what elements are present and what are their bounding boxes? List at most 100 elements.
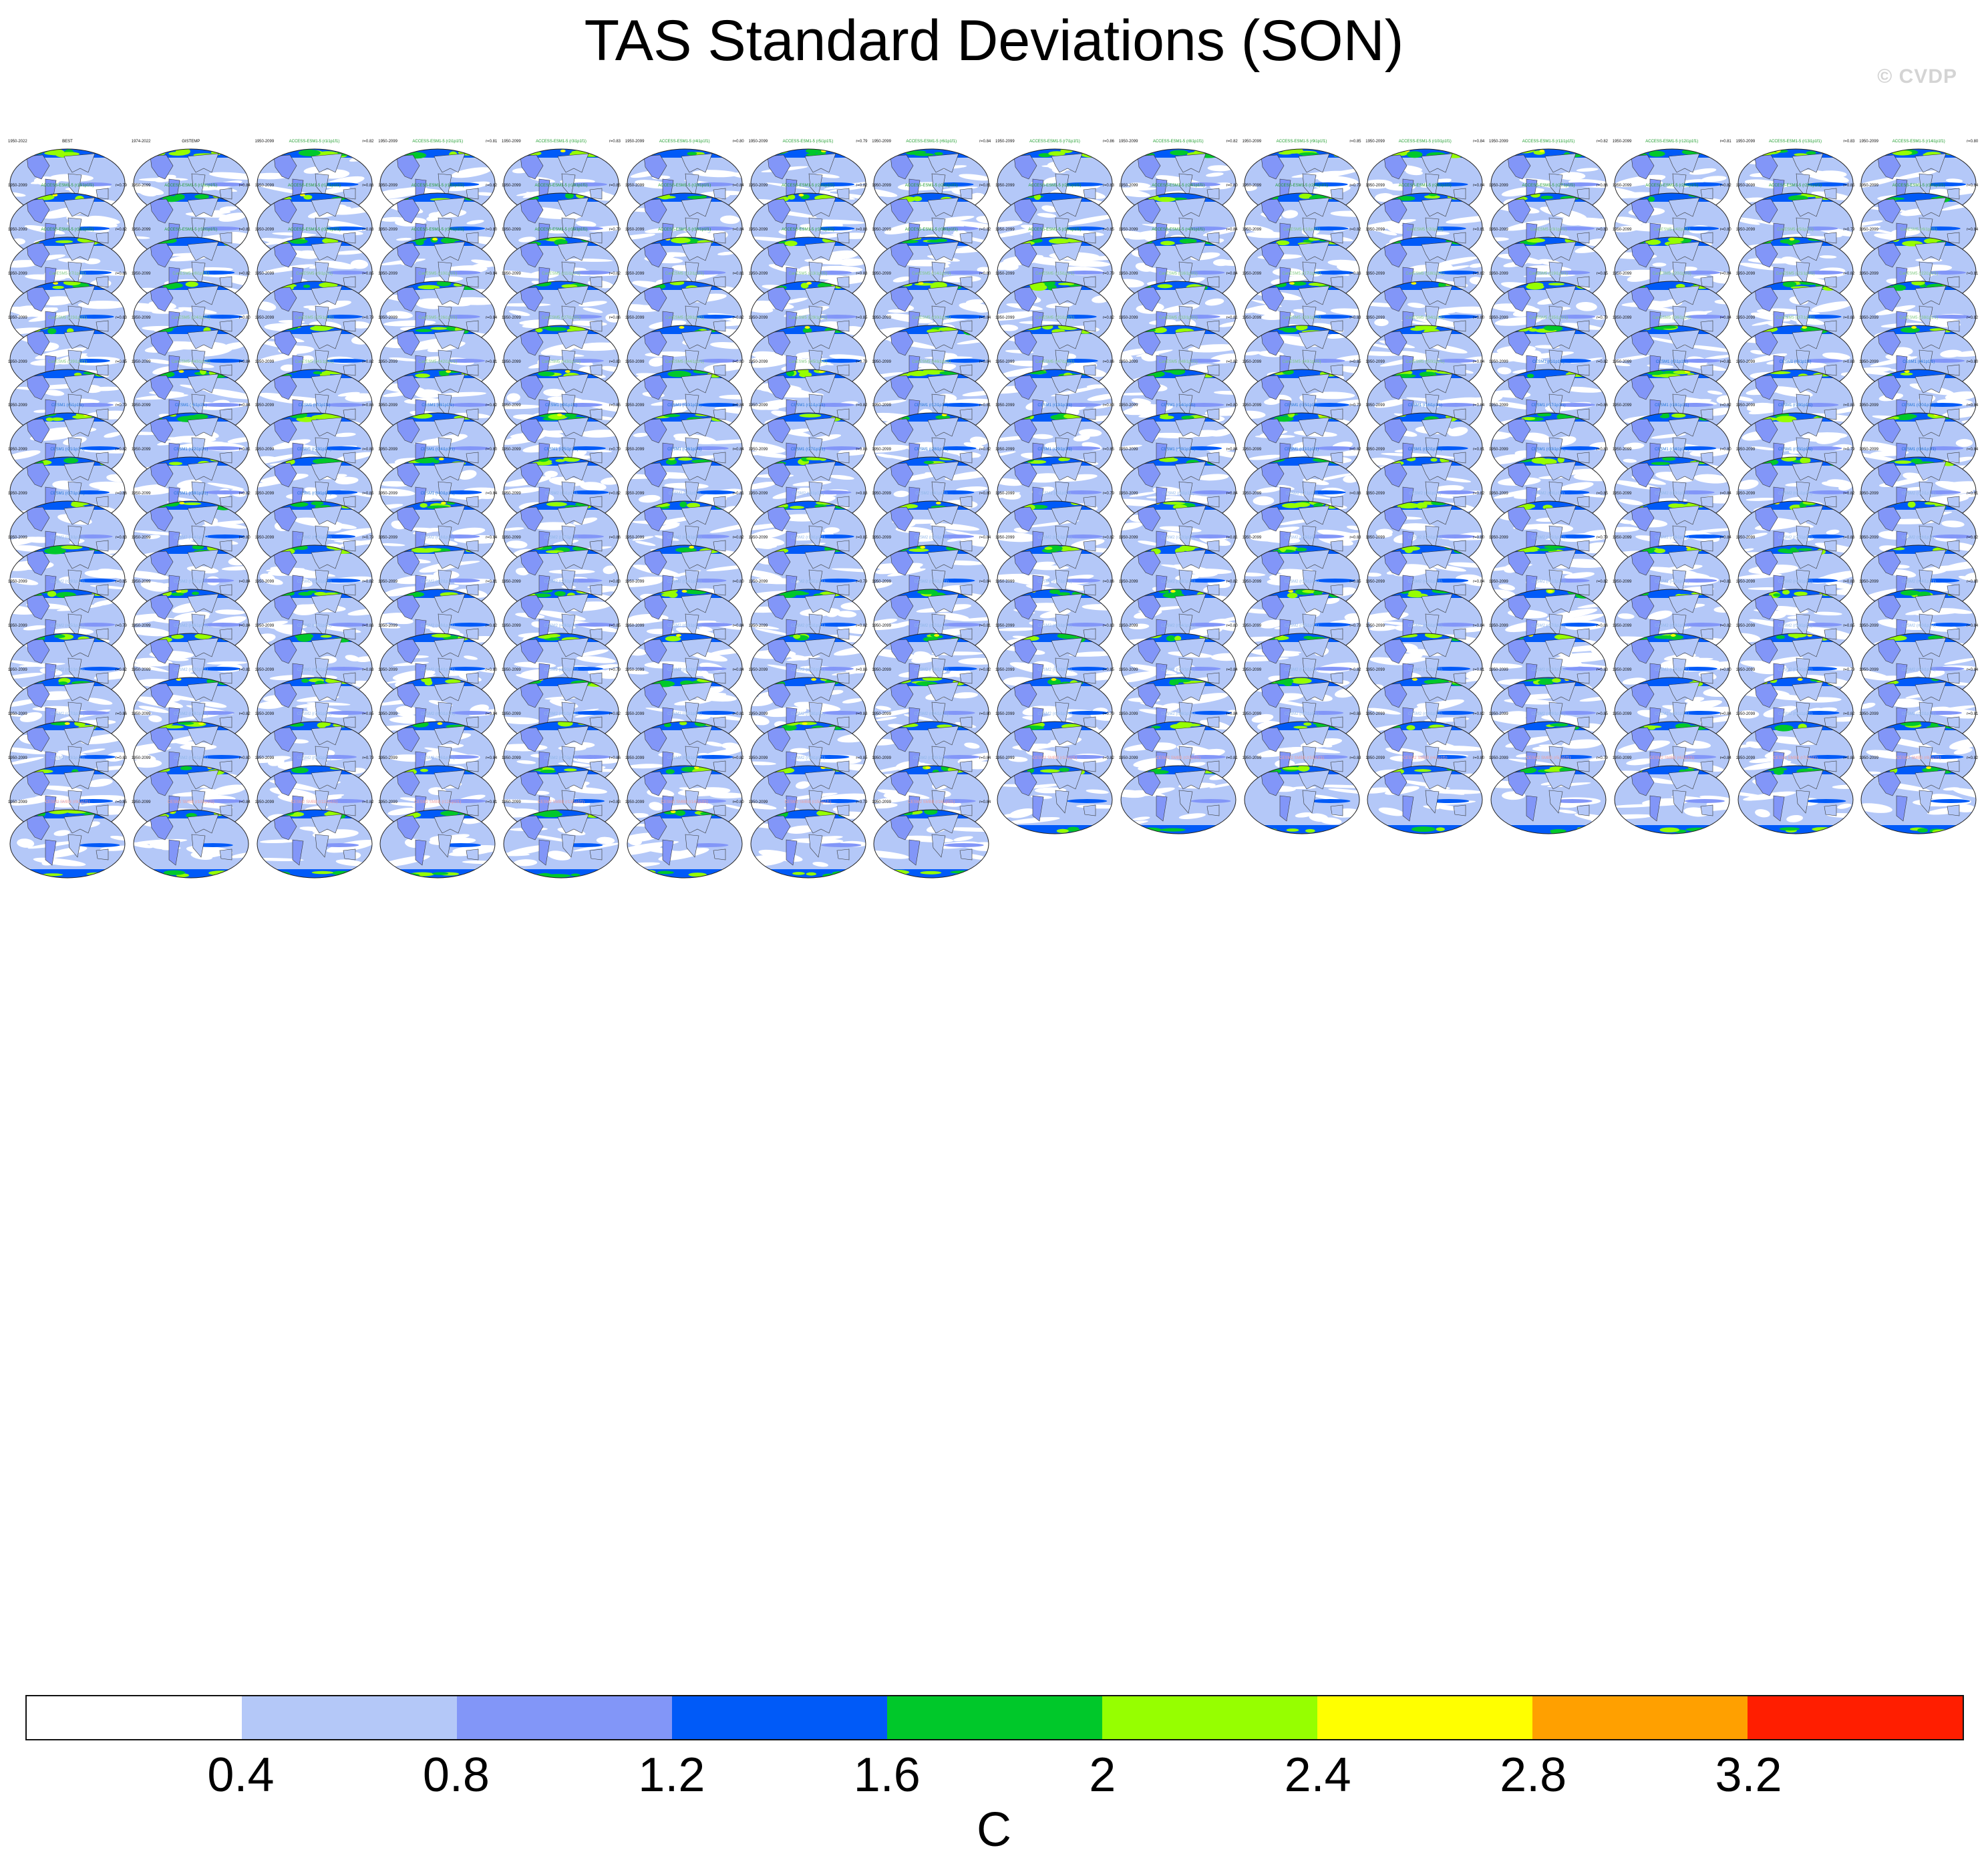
panel-title: ACCESS-ESM1-5 (r3i1p1f1) bbox=[536, 140, 587, 144]
panel-period: 1950-2099 bbox=[255, 448, 275, 452]
panel-title: CanESM5 (r40i1p1f1) bbox=[171, 359, 210, 364]
panel-title: ACCESS-ESM1-5 (r25i1p1f1) bbox=[1275, 183, 1329, 188]
map-panel: 1950-2099 CESM2 SMBB (r4i1p1f1) r=0.80 bbox=[1365, 756, 1484, 836]
panel-correlation: r=0.84 bbox=[238, 404, 251, 408]
panel-title: CanESM5 (r44i1p1f1) bbox=[665, 359, 704, 364]
panel-period: 1950-2099 bbox=[1118, 315, 1138, 320]
panel-title: CanESM5 (r50i1p1f1) bbox=[1405, 359, 1445, 364]
panel-period: 1950-2099 bbox=[1612, 227, 1632, 232]
colorbar-swatch-6 bbox=[1317, 1696, 1532, 1739]
panel-title: CanESM5 (r24i1p1f1) bbox=[171, 315, 210, 320]
panel-title: CESM1 (r27i1p1f1) bbox=[790, 448, 826, 452]
panel-title: CanESM5 (r42i1p1f1) bbox=[418, 359, 458, 364]
panel-correlation: r=0.83 bbox=[1843, 359, 1855, 364]
panel-period: 1950-2099 bbox=[1118, 359, 1138, 364]
panel-period: 1950-2099 bbox=[748, 227, 768, 232]
panel-period: 1950-2099 bbox=[1489, 404, 1508, 408]
panel-title: CESM2 (r6i1p1f1) bbox=[1162, 492, 1194, 496]
panel-title: CESM1 (r22i1p1f1) bbox=[174, 448, 208, 452]
panel-period: 1950-2099 bbox=[1118, 183, 1138, 188]
panel-period: 1950-2099 bbox=[625, 315, 645, 320]
panel-correlation: r=0.79 bbox=[856, 140, 868, 144]
panel-period: 1950-2099 bbox=[1859, 404, 1878, 408]
panel-title: CESM2 (r9i1p1f1) bbox=[1532, 492, 1565, 496]
panel-correlation: r=0.84 bbox=[486, 315, 498, 320]
panel-period: 1950-2099 bbox=[8, 315, 27, 320]
panel-title: CESM2 (r17i1p1f1) bbox=[544, 536, 578, 540]
panel-title: CESM1 (r10i1p1f1) bbox=[667, 404, 702, 408]
panel-correlation: r=0.82 bbox=[1843, 492, 1855, 496]
panel-period: 1950-2099 bbox=[1365, 492, 1385, 496]
panel-correlation: r=0.82 bbox=[1596, 140, 1608, 144]
panel-correlation: r=0.83 bbox=[115, 536, 127, 540]
panel-title: ACCESS-ESM1-5 (r11i1p1f1) bbox=[1522, 140, 1575, 144]
panel-title: ACCESS-ESM1-5 (r21i1p1f1) bbox=[781, 183, 835, 188]
panel-correlation: r=0.84 bbox=[732, 448, 744, 452]
panel-correlation: r=0.84 bbox=[732, 227, 744, 232]
panel-period: 1950-2099 bbox=[502, 315, 521, 320]
panel-title: ACCESS-ESM1-5 (r27i1p1f1) bbox=[1522, 183, 1575, 188]
panel-title: CanESM5 (r22i1p1f1) bbox=[1899, 271, 1939, 276]
panel-period: 1950-2099 bbox=[1365, 271, 1385, 276]
map-panel: 1950-2099 CESM2 SMBB (r13i1p1f1) r=0.83 bbox=[502, 800, 621, 880]
panel-period: 1950-2099 bbox=[1735, 492, 1756, 496]
panel-period: 1950-2099 bbox=[748, 271, 768, 276]
panel-correlation: r=0.86 bbox=[1102, 140, 1114, 144]
panel-title: CanESM5 (r15i1p1f1) bbox=[1035, 271, 1075, 276]
panel-correlation: r=0.80 bbox=[1473, 315, 1485, 320]
panel-title: CESM2 (r8i1p1f1) bbox=[1409, 492, 1442, 496]
panel-period: 1950-2099 bbox=[378, 315, 397, 320]
map-panel: 1950-2099 CESM2 SMBB (r10i1p1f1) r=0.84 bbox=[132, 800, 251, 880]
panel-period: 1950-2099 bbox=[1242, 315, 1262, 320]
panel-title: CESM1 (r30i1p1f1) bbox=[1161, 448, 1196, 452]
globe-map bbox=[1244, 765, 1359, 834]
panel-period: 1950-2099 bbox=[625, 536, 645, 540]
map-panel: 1950-2099 CESM2 SMBB (r16i1p1f1) r=0.84 bbox=[872, 800, 991, 880]
panel-title: CESM2 (r5i1p1f1) bbox=[1038, 492, 1071, 496]
panel-period: 1950-2099 bbox=[255, 227, 275, 232]
panel-title: ACCESS-ESM1-5 (r1i1p1f1) bbox=[289, 140, 340, 144]
colorbar-swatch-3 bbox=[672, 1696, 887, 1739]
panel-title: CanESM5 (r17i1p1f1) bbox=[1282, 271, 1321, 276]
panel-correlation: r=0.85 bbox=[362, 271, 374, 276]
panel-correlation: r=0.82 bbox=[1226, 359, 1238, 364]
panel-title: ACCESS-ESM1-5 (r9i1p1f1) bbox=[1276, 140, 1327, 144]
panel-title: CanESM5 (r47i1p1f1) bbox=[1035, 359, 1075, 364]
panel-title: CESM1 (r28i1p1f1) bbox=[914, 448, 949, 452]
panel-period: 1950-2099 bbox=[1242, 404, 1262, 408]
panel-title: ACCESS-ESM1-5 (r18i1p1f1) bbox=[411, 183, 464, 188]
panel-period: 1950-2099 bbox=[1365, 183, 1385, 188]
panel-period: 1950-2099 bbox=[1242, 492, 1262, 496]
panel-title: CESM1 (r8i1p1f1) bbox=[422, 404, 454, 408]
panel-title: CESM1 (r37i1p1f1) bbox=[50, 492, 85, 496]
panel-correlation: r=0.82 bbox=[486, 404, 498, 408]
panel-period: 1950-2099 bbox=[8, 183, 27, 188]
colorbar-tick-label: 2.4 bbox=[1284, 1748, 1351, 1802]
panel-title: ACCESS-ESM1-5 (r35i1p1f1) bbox=[534, 227, 588, 232]
panel-correlation: r=0.86 bbox=[1349, 271, 1361, 276]
panel-correlation: r=0.80 bbox=[1967, 140, 1979, 144]
panel-period: 1950-2099 bbox=[625, 359, 645, 364]
panel-correlation: r=0.84 bbox=[1719, 315, 1731, 320]
colorbar-swatch-4 bbox=[887, 1696, 1102, 1739]
panel-period: 1950-2022 bbox=[8, 140, 27, 144]
panel-title: CanESM5 (r27i1p1f1) bbox=[541, 315, 581, 320]
panel-period: 1950-2099 bbox=[378, 448, 397, 452]
panel-period: 1950-2099 bbox=[872, 536, 891, 540]
colorbar-swatch-1 bbox=[242, 1696, 457, 1739]
panel-title: CanESM5 (r11i1p1f1) bbox=[542, 271, 581, 276]
panel-period: 1950-2099 bbox=[995, 227, 1015, 232]
panel-title: CanESM5 (r18i1p1f1) bbox=[1405, 271, 1445, 276]
panel-period: 1950-2099 bbox=[748, 359, 768, 364]
panel-title: ACCESS-ESM1-5 (r26i1p1f1) bbox=[1398, 183, 1452, 188]
map-panel-grid: 1950-2022 BEST 1974-2022 GISTEMP 1950-2099 AC… bbox=[8, 140, 1979, 880]
panel-correlation: r=0.84 bbox=[1226, 492, 1238, 496]
map-panel: 1950-2099 CESM1 (r26i1p1f1) r=0.84 bbox=[625, 447, 744, 527]
map-panel: 1950-2099 CESM2 SMBB (r9i1p1f1) r=0.85 bbox=[8, 800, 127, 880]
panel-correlation: r=0.81 bbox=[979, 404, 991, 408]
panel-correlation: r=0.86 bbox=[609, 536, 621, 540]
panel-title: CESM1 (r21i1p1f1) bbox=[50, 448, 85, 452]
panel-title: ACCESS-ESM1-5 (r36i1p1f1) bbox=[658, 227, 711, 232]
panel-correlation: r=0.83 bbox=[115, 315, 127, 320]
panel-correlation: r=0.81 bbox=[732, 271, 744, 276]
